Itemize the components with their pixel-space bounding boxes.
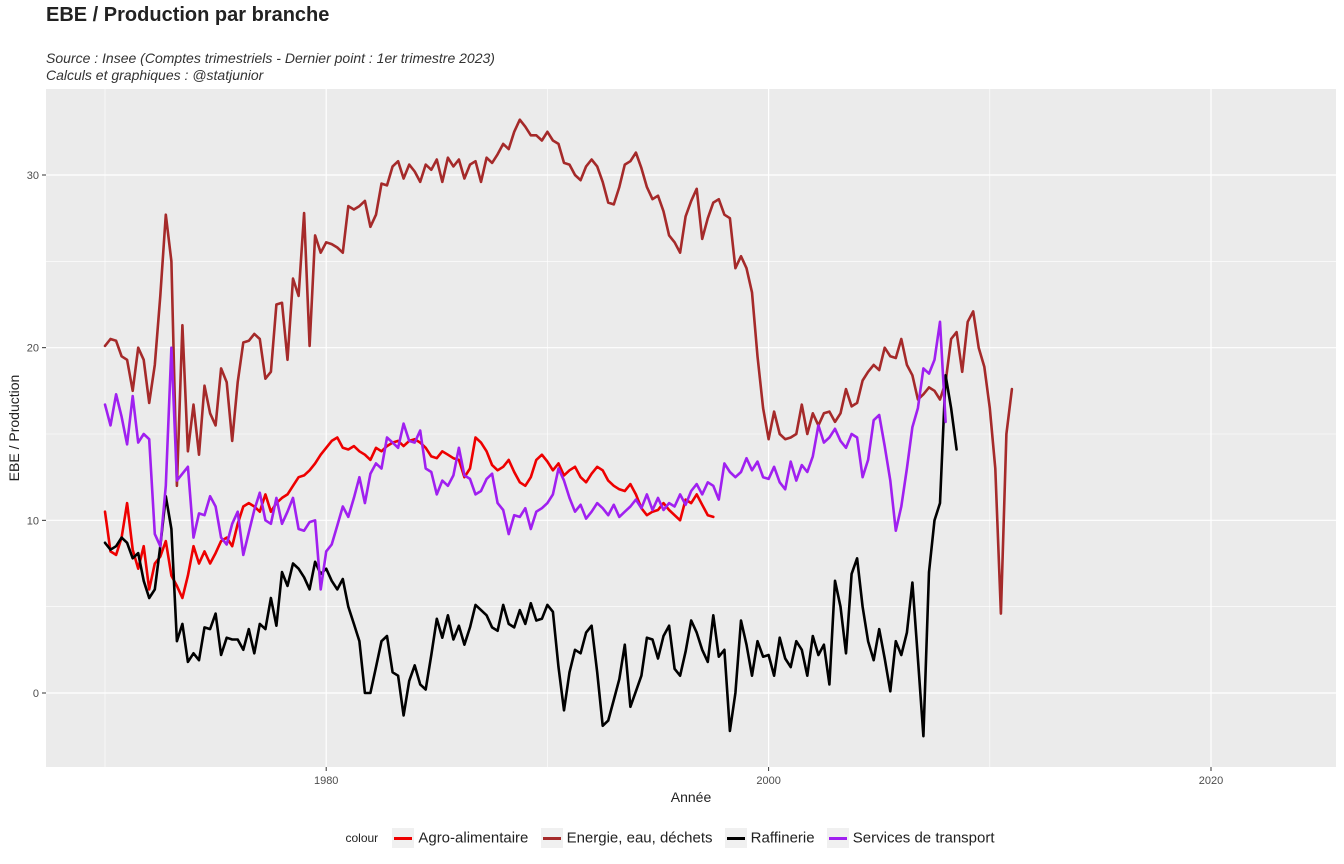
legend-item-agro: Agro-alimentaire (392, 828, 528, 848)
x-tick-label: 1980 (314, 775, 338, 787)
y-tick-label: 10 (27, 515, 39, 527)
series-line-energie-eau-dechets (103, 118, 1014, 615)
y-axis-title: EBE / Production (6, 375, 22, 482)
y-axis: 0 10 20 30 (27, 170, 46, 700)
x-tick-label: 2020 (1199, 775, 1223, 787)
legend-label-agro: Agro-alimentaire (418, 829, 529, 847)
x-tick-label: 2000 (756, 775, 780, 787)
series-line-services-de-transport (103, 320, 947, 591)
legend-item-transport: Services de transport (826, 828, 995, 848)
chart-title: EBE / Production par branche (46, 4, 330, 26)
y-tick-label: 30 (27, 170, 39, 182)
legend-title: colour (345, 831, 379, 845)
legend-item-raffinerie: Raffinerie (724, 828, 815, 848)
series-line-raffinerie (103, 373, 958, 738)
legend-label-energie: Energie, eau, déchets (566, 829, 713, 847)
legend-key-agro (392, 828, 415, 848)
subtitle-source: Source : Insee (Comptes trimestriels - D… (46, 50, 495, 66)
legend-label-transport: Services de transport (852, 829, 995, 847)
subtitle-credits: Calculs et graphiques : @statjunior (46, 67, 264, 83)
y-tick-label: 0 (33, 688, 39, 700)
legend-key-energie (540, 828, 563, 848)
legend-key-raffinerie (724, 828, 747, 848)
legend-key-transport (826, 828, 849, 848)
minor-gridlines (46, 89, 1336, 780)
legend-item-energie: Energie, eau, déchets (540, 828, 713, 848)
legend-label-raffinerie: Raffinerie (750, 829, 815, 847)
x-axis: 1980 2000 2020 (314, 767, 1223, 787)
legend: colour Agro-alimentaire Energie, eau, dé… (0, 828, 1344, 848)
y-tick-label: 20 (27, 343, 39, 355)
plot-panel (46, 89, 1336, 767)
series-lines (103, 118, 1014, 738)
x-axis-title: Année (671, 789, 712, 805)
chart-subtitle: Source : Insee (Comptes trimestriels - D… (46, 50, 495, 84)
